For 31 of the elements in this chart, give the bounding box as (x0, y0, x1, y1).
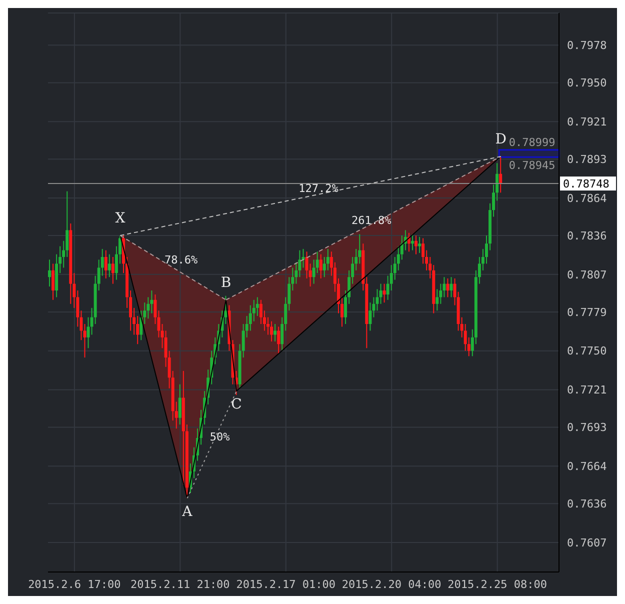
annotation: C (231, 396, 242, 413)
y-tick-label: 0.7978 (567, 39, 607, 52)
x-tick-label: 2015.2.6 17:00 (28, 578, 121, 591)
y-tick-label: 0.7807 (567, 268, 607, 282)
annotation: B (220, 274, 232, 291)
annotation: A (181, 504, 194, 520)
y-tick-label: 0.7893 (567, 153, 607, 166)
ref-line-label: 0.78748 (563, 178, 610, 191)
y-tick-label: 0.7664 (567, 460, 608, 474)
y-tick-label: 0.7921 (567, 115, 607, 128)
annotation: D (495, 131, 506, 148)
y-tick-label: 0.7864 (567, 192, 608, 205)
y-tick-label: 0.7693 (567, 421, 607, 434)
annotation: X (115, 210, 126, 227)
y-tick-label: 0.7721 (567, 384, 607, 397)
x-tick-label: 2015.2.11 21:00 (130, 578, 230, 591)
x-tick-label: 2015.2.17 01:00 (236, 578, 336, 591)
y-tick-label: 0.7950 (567, 76, 607, 90)
y-tick-label: 0.7636 (567, 498, 607, 511)
x-tick-label: 2015.2.25 08:00 (448, 578, 547, 591)
y-tick-label: 0.7750 (567, 344, 607, 358)
y-tick-label: 0.7836 (567, 229, 607, 242)
y-tick-label: 0.7607 (567, 536, 607, 550)
x-tick-label: 2015.2.20 04:00 (342, 578, 442, 591)
y-tick-label: 0.7779 (567, 306, 607, 319)
series-label: 50% (210, 430, 230, 444)
series-label: 127.2% (298, 182, 339, 195)
annotation: 0.78999 (508, 136, 556, 149)
series-label: 78.6% (164, 254, 198, 267)
annotation: 0.78945 (508, 159, 556, 172)
series-label: 261.8% (352, 214, 392, 228)
